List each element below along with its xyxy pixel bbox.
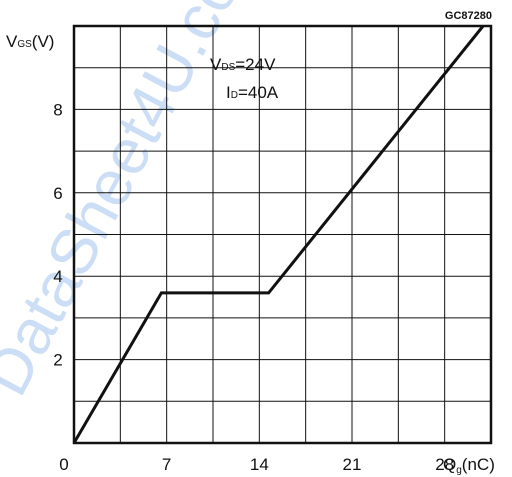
- y-axis-subscript: GS: [17, 39, 32, 50]
- y-tick-label-3: 8: [53, 100, 62, 119]
- annotation-id-symbol: I: [226, 83, 231, 102]
- y-tick-label-1: 4: [53, 267, 62, 286]
- annotation-vds-symbol: V: [210, 55, 222, 74]
- x-axis-label: Qg(nC): [443, 455, 495, 476]
- x-tick-label-4: 28: [435, 455, 454, 474]
- y-tick-labels: 2 4 6 8: [53, 100, 62, 369]
- annotation-vds: VDS=24V: [210, 55, 276, 74]
- x-axis-unit: (nC): [462, 455, 495, 474]
- x-axis-symbol: Q: [443, 455, 456, 474]
- annotation-id-value: =40A: [238, 83, 279, 102]
- plot-frame: [72, 24, 493, 445]
- x-tick-label-0: 0: [59, 455, 68, 474]
- y-tick-label-0: 2: [53, 351, 62, 370]
- x-axis-subscript: g: [456, 465, 462, 476]
- y-axis-unit: (V): [32, 32, 55, 51]
- annotation-id: ID=40A: [226, 83, 279, 102]
- annotation-id-subscript: D: [231, 90, 238, 101]
- x-tick-label-3: 21: [343, 455, 362, 474]
- vgs-curve: [72, 25, 485, 444]
- x-tick-label-2: 14: [250, 455, 269, 474]
- annotation-vds-value: =24V: [235, 55, 276, 74]
- grid: [74, 26, 491, 443]
- y-axis-label: VGS(V): [6, 32, 54, 51]
- annotation-vds-subscript: DS: [221, 62, 235, 73]
- y-tick-label-2: 6: [53, 184, 62, 203]
- figure-code: GC87280: [445, 10, 492, 22]
- y-axis-symbol: V: [6, 32, 18, 51]
- x-tick-labels: 0 7 14 21 28: [59, 455, 454, 474]
- x-tick-label-1: 7: [162, 455, 171, 474]
